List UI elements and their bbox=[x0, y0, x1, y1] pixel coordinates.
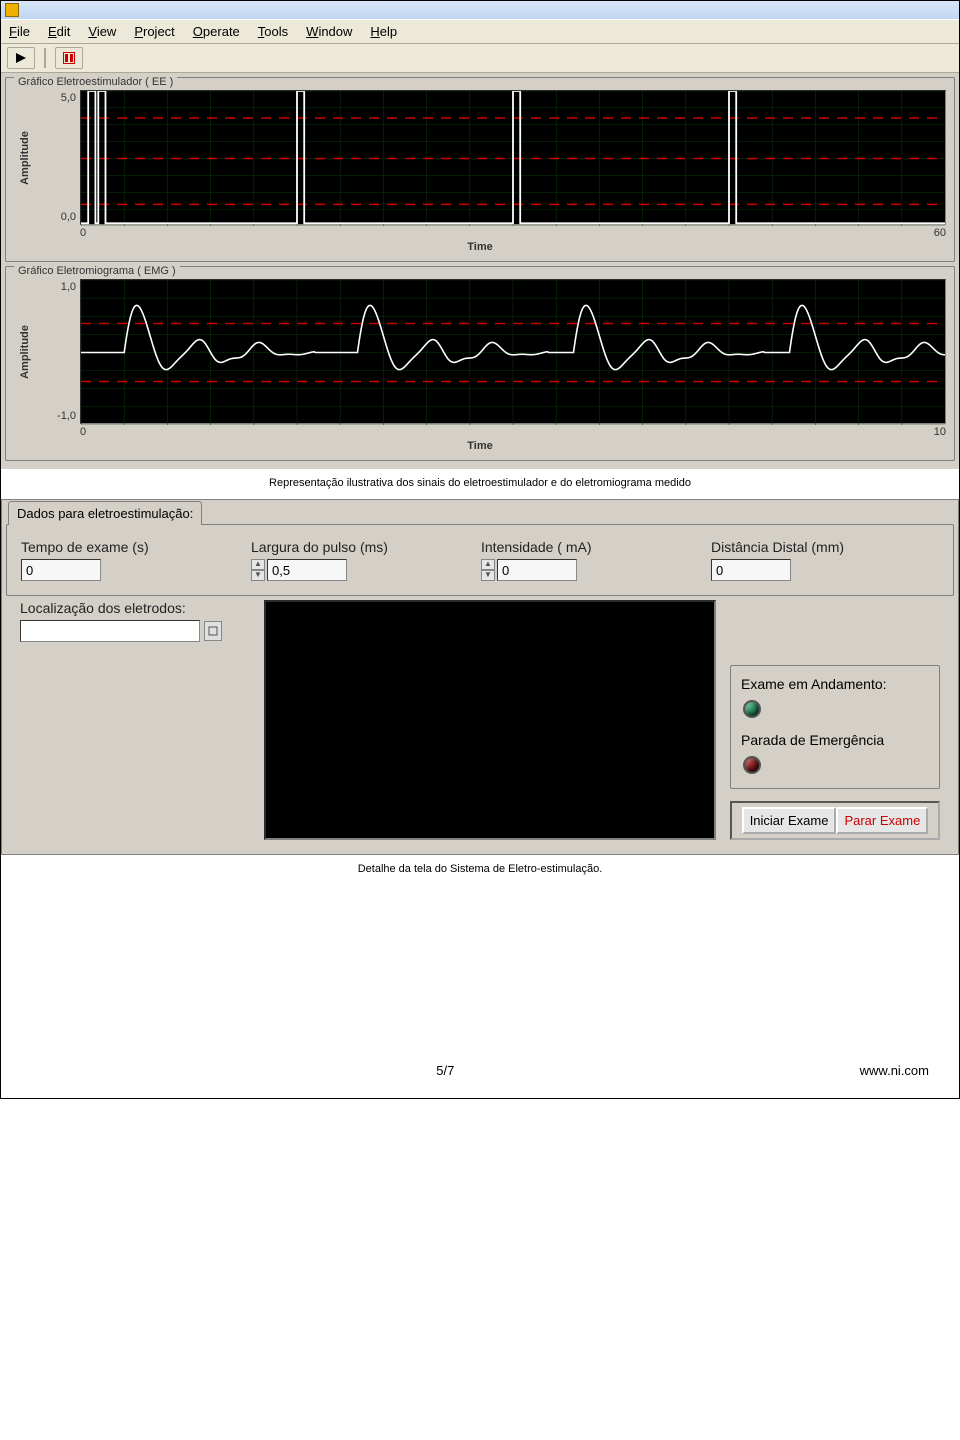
led-parada-emergencia bbox=[743, 756, 761, 774]
chart-emg-title: Gráfico Eletromiograma ( EMG ) bbox=[14, 265, 180, 277]
parar-exame-button[interactable]: Parar Exame bbox=[836, 807, 928, 834]
spin-up-intens[interactable]: ▲ bbox=[481, 559, 495, 570]
menu-view[interactable]: View bbox=[88, 24, 116, 39]
led-exame-andamento bbox=[743, 700, 761, 718]
toolbar bbox=[1, 44, 959, 73]
input-localizacao[interactable] bbox=[20, 620, 200, 642]
menu-tools[interactable]: Tools bbox=[258, 24, 288, 39]
chart-ee-plot bbox=[80, 90, 946, 225]
browse-button[interactable] bbox=[204, 621, 222, 641]
chart-ee-ymax: 5,0 bbox=[61, 92, 76, 104]
chart-ee-group: Gráfico Eletroestimulador ( EE ) Amplitu… bbox=[5, 77, 955, 262]
pause-button[interactable] bbox=[55, 47, 83, 69]
chart-ee-xmin: 0 bbox=[80, 227, 86, 239]
menu-project[interactable]: Project bbox=[134, 24, 174, 39]
input-intensidade[interactable] bbox=[497, 559, 577, 581]
footer-site: www.ni.com bbox=[860, 1063, 929, 1078]
button-row: Iniciar Exame Parar Exame bbox=[730, 801, 940, 840]
label-localizacao: Localização dos eletrodos: bbox=[20, 600, 250, 616]
page-footer: 5/7 www.ni.com bbox=[1, 883, 959, 1098]
caption-form: Detalhe da tela do Sistema de Eletro-est… bbox=[1, 855, 959, 883]
chart-emg-xmax: 10 bbox=[934, 426, 946, 438]
menu-window[interactable]: Window bbox=[306, 24, 352, 39]
chart-emg-group: Gráfico Eletromiograma ( EMG ) Amplitude… bbox=[5, 266, 955, 461]
menu-file[interactable]: File bbox=[9, 24, 30, 39]
run-button[interactable] bbox=[7, 47, 35, 69]
page-number: 5/7 bbox=[436, 1063, 454, 1078]
status-panel: Exame em Andamento: Parada de Emergência bbox=[730, 665, 940, 789]
spin-down-largura[interactable]: ▼ bbox=[251, 570, 265, 581]
titlebar bbox=[1, 1, 959, 19]
label-parada: Parada de Emergência bbox=[741, 732, 929, 748]
chart-ee-xlabel: Time bbox=[14, 241, 946, 253]
chart-emg-xmin: 0 bbox=[80, 426, 86, 438]
app-icon bbox=[5, 3, 19, 17]
chart-emg-ymin: -1,0 bbox=[57, 410, 76, 422]
label-exame-andamento: Exame em Andamento: bbox=[741, 676, 929, 692]
input-distancia[interactable] bbox=[711, 559, 791, 581]
chart-emg-ymax: 1,0 bbox=[61, 281, 76, 293]
menu-edit[interactable]: Edit bbox=[48, 24, 70, 39]
preview-area bbox=[264, 600, 716, 840]
chart-emg-plot bbox=[80, 279, 946, 424]
chart-ee-ymin: 0,0 bbox=[61, 211, 76, 223]
label-intensidade: Intensidade ( mA) bbox=[481, 539, 681, 555]
chart-ee-xmax: 60 bbox=[934, 227, 946, 239]
input-tempo[interactable] bbox=[21, 559, 101, 581]
menu-bar: File Edit View Project Operate Tools Win… bbox=[1, 19, 959, 44]
chart-emg-xlabel: Time bbox=[14, 440, 946, 452]
menu-help[interactable]: Help bbox=[370, 24, 397, 39]
input-largura[interactable] bbox=[267, 559, 347, 581]
chart-ee-title: Gráfico Eletroestimulador ( EE ) bbox=[14, 76, 177, 88]
chart-ee-ylabel: Amplitude bbox=[19, 131, 31, 185]
labview-window: File Edit View Project Operate Tools Win… bbox=[1, 1, 959, 469]
label-largura: Largura do pulso (ms) bbox=[251, 539, 451, 555]
label-tempo: Tempo de exame (s) bbox=[21, 539, 221, 555]
label-distancia: Distância Distal (mm) bbox=[711, 539, 881, 555]
caption-signals: Representação ilustrativa dos sinais do … bbox=[1, 469, 959, 497]
spin-up-largura[interactable]: ▲ bbox=[251, 559, 265, 570]
chart-emg-ylabel: Amplitude bbox=[19, 325, 31, 379]
iniciar-exame-button[interactable]: Iniciar Exame bbox=[742, 807, 837, 834]
tab-dados[interactable]: Dados para eletroestimulação: bbox=[8, 501, 202, 525]
form-window: Dados para eletroestimulação: Tempo de e… bbox=[1, 499, 959, 855]
menu-operate[interactable]: Operate bbox=[193, 24, 240, 39]
spin-down-intens[interactable]: ▼ bbox=[481, 570, 495, 581]
